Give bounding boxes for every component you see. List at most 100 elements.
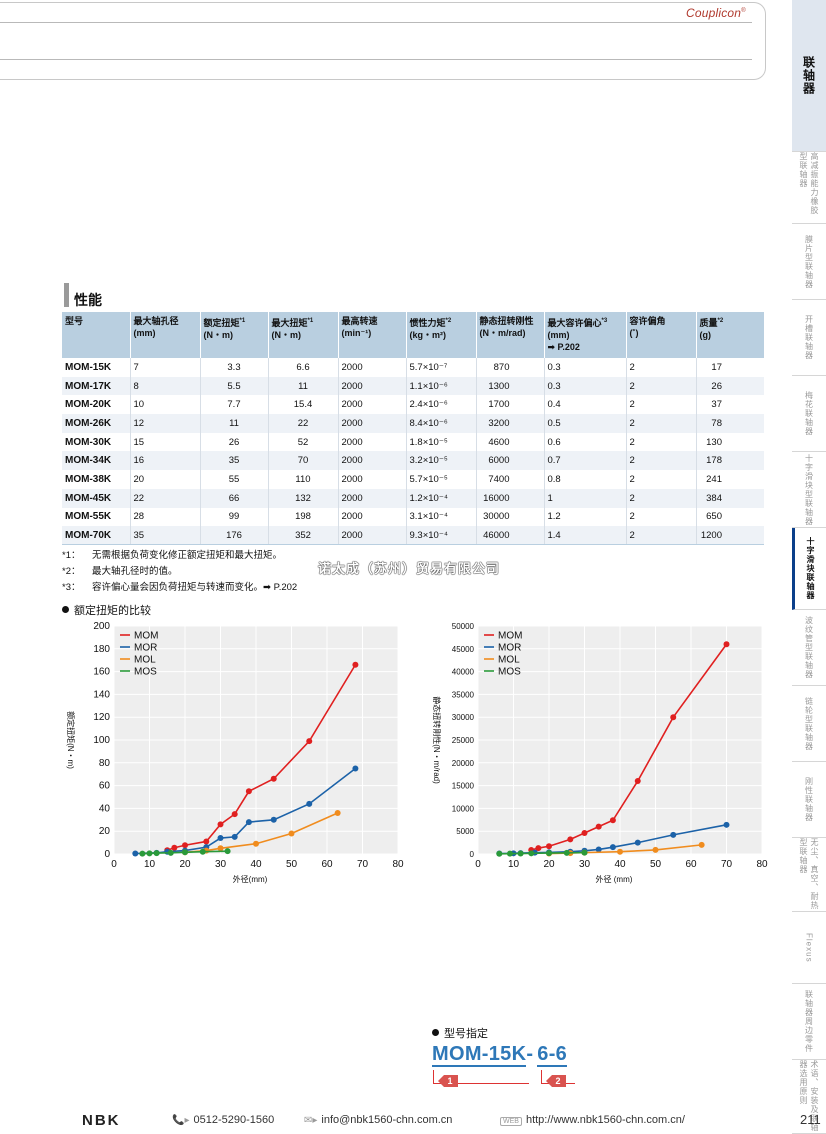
header-lines — [0, 3, 766, 79]
data-point-mom — [203, 838, 210, 845]
torque-chart: 0 20 40 60 80 100 120 140 160 180 200 0 10 20 30 40 50 60… — [66, 621, 404, 884]
data-point-mom — [723, 641, 730, 648]
y-tick-label: 20000 — [452, 759, 475, 768]
y-tick-label: 140 — [93, 689, 110, 700]
x-tick-label: 10 — [144, 859, 156, 870]
table-cell: 1.4 — [544, 526, 627, 546]
table-cell: 2000 — [338, 414, 407, 433]
table-cell: 2000 — [338, 526, 407, 546]
table-cell: 2 — [626, 432, 697, 452]
table-cell: 2000 — [338, 488, 407, 508]
y-tick-label: 30000 — [452, 713, 475, 722]
side-tab-2[interactable]: 膜片型联轴器 — [792, 224, 826, 300]
performance-table: 型号 最大轴孔径 (mm) 额定扭矩*1 (N・m) 最大扭矩*1 (N・m) 最高转速 (mi… — [62, 312, 764, 546]
phone-icon: 📞▸ — [172, 1115, 190, 1126]
table-cell: 12 — [130, 414, 201, 433]
data-point-mor — [723, 821, 730, 828]
data-point-mor — [270, 816, 277, 823]
data-point-mom — [670, 714, 677, 721]
side-tab-8[interactable]: 链轮型联轴器 — [792, 686, 826, 762]
watermark-text: 诺太成（苏州）贸易有限公司 — [318, 561, 501, 576]
table-row: MOM-45K 22 66 132 2000 1.2×10⁻⁴ 16000 1 2 384 — [62, 488, 764, 508]
x-tick-label: 60 — [685, 859, 697, 870]
column-header: 静态扭转刚性 (N・m/rad) — [476, 312, 545, 358]
data-point-mol — [617, 848, 623, 855]
table-cell: 1200 — [696, 526, 764, 546]
side-tab-10[interactable]: 无尘、真空、耐热型联轴器 — [792, 838, 826, 912]
data-point-mor — [595, 846, 602, 853]
x-tick-label: 30 — [215, 859, 227, 870]
legend-label-mor: MOR — [498, 643, 521, 654]
table-cell: 28 — [130, 507, 201, 527]
legend-label-mor: MOR — [134, 643, 157, 654]
table-cell: MOM-20K — [62, 395, 131, 415]
y-axis-label: 额定扭矩(N・m) — [66, 711, 76, 769]
table-cell: 15.4 — [268, 395, 339, 415]
data-point-mos — [581, 849, 588, 856]
table-cell: 26 — [696, 376, 764, 396]
table-cell: 352 — [268, 526, 339, 546]
table-cell: 110 — [268, 470, 339, 489]
side-tab-0[interactable]: 联轴器 — [792, 0, 826, 152]
table-cell: 3200 — [476, 414, 545, 433]
data-point-mos — [199, 848, 206, 855]
table-cell: MOM-45K — [62, 488, 131, 508]
table-cell: 52 — [268, 432, 339, 452]
table-cell: 11 — [268, 376, 339, 396]
table-cell: 1.8×10⁻⁵ — [406, 432, 477, 452]
table-cell: 70 — [268, 451, 339, 471]
table-row: MOM-38K 20 55 110 2000 5.7×10⁻⁵ 7400 0.8 2 241 — [62, 470, 764, 489]
x-tick-label: 60 — [321, 859, 333, 870]
x-axis-label: 外径(mm) — [233, 874, 268, 884]
table-cell: 10 — [130, 395, 201, 415]
data-point-mos — [146, 850, 153, 857]
side-tab-9[interactable]: 刚性联轴器 — [792, 762, 826, 838]
table-cell: 198 — [268, 507, 339, 527]
table-cell: 46000 — [476, 526, 545, 546]
x-tick-label: 80 — [392, 859, 404, 870]
side-tab-3[interactable]: 开槽联轴器 — [792, 300, 826, 376]
data-point-mom — [270, 775, 277, 782]
data-point-mol — [253, 840, 259, 847]
order-separator: - — [526, 1043, 534, 1065]
section-title: 性能 — [74, 292, 102, 308]
footer-url[interactable]: WEB http://www.nbk1560-chn.com.cn/ — [500, 1114, 685, 1126]
side-tab-7[interactable]: 波纹管型联轴器 — [792, 610, 826, 686]
data-point-mos — [528, 850, 535, 857]
y-tick-label: 45000 — [452, 645, 475, 654]
data-point-mom — [535, 845, 542, 852]
y-tick-label: 5000 — [456, 827, 474, 836]
legend-label-mos: MOS — [498, 667, 521, 678]
table-cell: 132 — [268, 488, 339, 508]
x-tick-label: 50 — [650, 859, 662, 870]
footer-email[interactable]: ✉▸ info@nbk1560-chn.com.cn — [304, 1114, 453, 1126]
side-tab-12[interactable]: 联轴器周边零件 — [792, 984, 826, 1060]
y-tick-label: 200 — [93, 621, 110, 632]
column-header: 惯性力矩*2 (kg・m²) — [406, 312, 477, 358]
x-tick-label: 40 — [614, 859, 626, 870]
data-point-mos — [224, 848, 231, 855]
table-cell: 7 — [130, 358, 201, 377]
table-cell: 6.6 — [268, 358, 339, 377]
data-point-mor — [306, 800, 313, 807]
table-cell: 35 — [130, 526, 201, 546]
data-point-mol — [698, 841, 705, 848]
side-tab-1[interactable]: 高减振能力橡胶型联轴器 — [792, 152, 826, 224]
charts-heading: 额定扭矩的比较 — [62, 602, 151, 618]
side-tab-5[interactable]: 十字滑块型联轴器 — [792, 452, 826, 528]
y-tick-label: 0 — [470, 850, 475, 859]
data-point-mos — [506, 850, 513, 857]
table-cell: 66 — [200, 488, 269, 508]
table-row: MOM-17K 8 5.5 11 2000 1.1×10⁻⁶ 1300 0.3 2 26 — [62, 376, 764, 396]
table-cell: 26 — [200, 432, 269, 452]
table-row: MOM-26K 12 11 22 2000 8.4×10⁻⁶ 3200 0.5 2 78 — [62, 414, 764, 433]
bullet-icon — [432, 1029, 439, 1036]
x-tick-label: 10 — [508, 859, 520, 870]
side-tab-4[interactable]: 梅花联轴器 — [792, 376, 826, 452]
table-cell: 2000 — [338, 507, 407, 527]
y-tick-label: 20 — [99, 826, 111, 837]
side-tab-11[interactable]: Flexus — [792, 912, 826, 984]
side-tab-6[interactable]: 十字滑块联轴器 — [792, 528, 826, 610]
table-cell: 3.3 — [200, 358, 269, 377]
column-header: 额定扭矩*1 (N・m) — [200, 312, 269, 358]
